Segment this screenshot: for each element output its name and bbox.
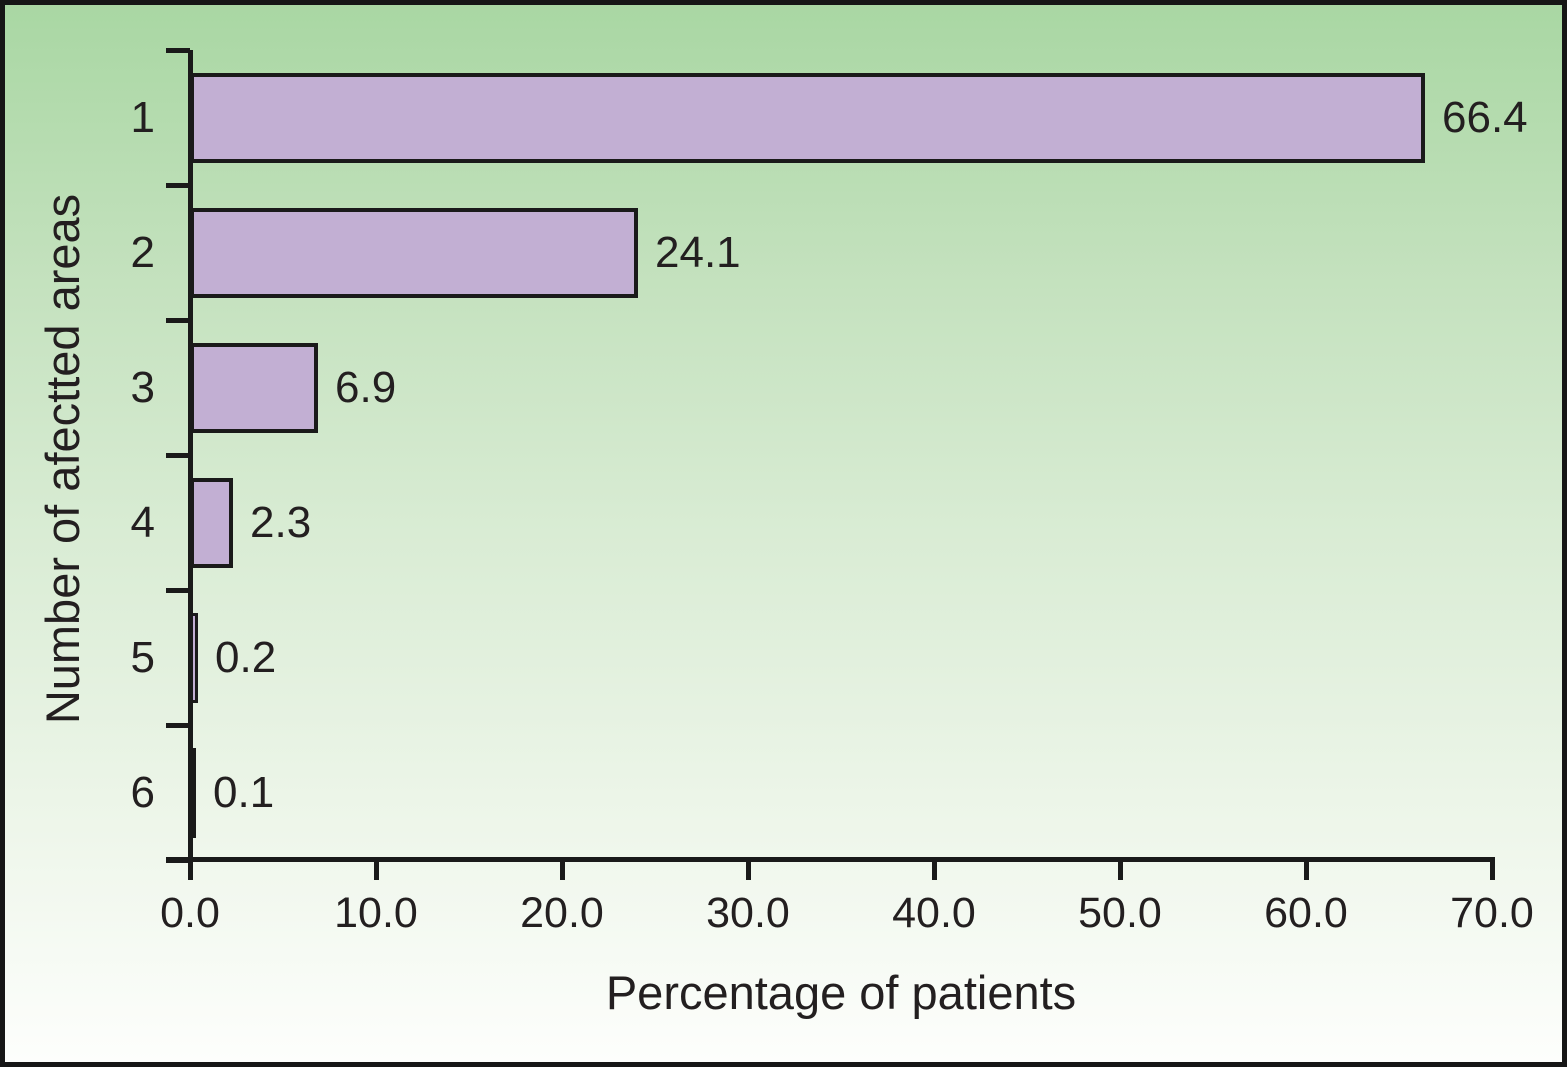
- category-label: 4: [130, 497, 155, 547]
- x-tick-label: 50.0: [1078, 889, 1162, 937]
- bar-value-label: 66.4: [1442, 92, 1528, 142]
- category-boundary-tick: [166, 723, 190, 728]
- x-axis-title: Percentage of patients: [605, 966, 1077, 1019]
- x-tick: [1490, 860, 1495, 880]
- category-boundary-tick: [166, 588, 190, 593]
- category-label: 1: [130, 92, 155, 142]
- y-axis-title: Number of afectted areas: [32, 9, 92, 909]
- x-tick: [932, 860, 937, 880]
- bar: [190, 477, 233, 568]
- x-tick-label: 70.0: [1450, 889, 1534, 937]
- x-tick: [374, 860, 379, 880]
- bar-value-label: 0.2: [215, 632, 277, 682]
- x-tick-label: 20.0: [520, 889, 604, 937]
- category-label: 6: [130, 767, 155, 817]
- x-tick: [746, 860, 751, 880]
- x-tick-label: 60.0: [1264, 889, 1348, 937]
- bar-value-label: 0.1: [213, 767, 275, 817]
- x-tick: [188, 860, 193, 880]
- bar-value-label: 6.9: [335, 362, 397, 412]
- x-tick: [1118, 860, 1123, 880]
- y-axis-line: [188, 50, 193, 880]
- bar: [190, 72, 1425, 163]
- bar: [190, 747, 196, 838]
- category-boundary-tick: [166, 858, 190, 863]
- category-label: 2: [130, 227, 155, 277]
- bar-value-label: 2.3: [250, 497, 312, 547]
- category-boundary-tick: [166, 48, 190, 53]
- category-boundary-tick: [166, 183, 190, 188]
- x-tick-label: 30.0: [706, 889, 790, 937]
- x-tick-label: 40.0: [892, 889, 976, 937]
- y-axis-title-text: Number of afectted areas: [35, 193, 89, 725]
- bar: [190, 612, 198, 703]
- category-boundary-tick: [166, 318, 190, 323]
- category-label: 5: [130, 632, 155, 682]
- x-axis-line: [166, 857, 1495, 862]
- bar: [190, 342, 318, 433]
- x-tick: [1304, 860, 1309, 880]
- category-label: 3: [130, 362, 155, 412]
- bar: [190, 207, 638, 298]
- bar-value-label: 24.1: [655, 227, 741, 277]
- x-tick-label: 0.0: [160, 889, 220, 937]
- x-tick: [560, 860, 565, 880]
- x-tick-label: 10.0: [334, 889, 418, 937]
- category-boundary-tick: [166, 453, 190, 458]
